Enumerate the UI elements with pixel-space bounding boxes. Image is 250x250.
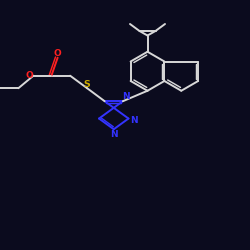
Text: S: S xyxy=(84,80,90,89)
Text: N: N xyxy=(122,92,130,101)
Text: N: N xyxy=(130,116,138,125)
Text: O: O xyxy=(54,50,62,58)
Text: O: O xyxy=(25,71,33,80)
Text: N: N xyxy=(110,130,118,139)
